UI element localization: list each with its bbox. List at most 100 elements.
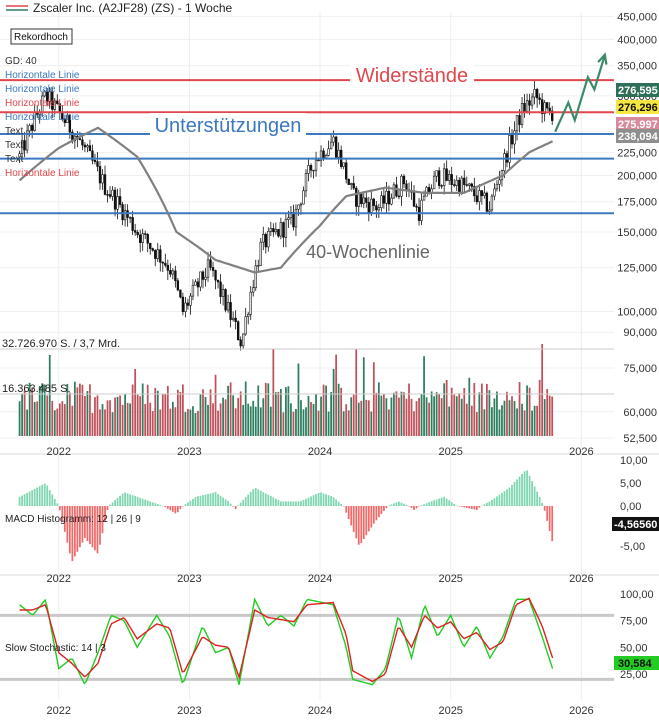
candle-body bbox=[226, 302, 230, 311]
macd-bar bbox=[247, 494, 250, 506]
y-tick-label: 450,000 bbox=[617, 11, 657, 23]
macd-bar bbox=[475, 506, 478, 510]
y-tick-label: 75,000 bbox=[623, 363, 657, 375]
candle-body bbox=[88, 145, 92, 152]
macd-bar bbox=[413, 506, 415, 510]
price-label-bg bbox=[616, 117, 659, 131]
macd-bar bbox=[164, 506, 167, 508]
volume-bar bbox=[51, 401, 54, 436]
candle-body bbox=[30, 125, 34, 131]
macd-bar bbox=[511, 484, 513, 506]
volume-bar bbox=[86, 390, 89, 436]
candle-body bbox=[219, 281, 222, 297]
macd-bar bbox=[340, 503, 343, 506]
macd-bar bbox=[398, 501, 400, 506]
macd-bar bbox=[385, 506, 388, 508]
volume-bar bbox=[297, 363, 300, 436]
candle-body bbox=[362, 197, 365, 205]
candle-body bbox=[86, 145, 89, 148]
volume-bar bbox=[96, 395, 99, 436]
volume-bar bbox=[46, 395, 49, 436]
volume-bar bbox=[506, 391, 508, 436]
volume-bar bbox=[274, 392, 277, 436]
volume-bar bbox=[398, 397, 400, 436]
candle-body bbox=[66, 114, 69, 123]
volume-bar bbox=[194, 412, 197, 436]
volume-bar bbox=[460, 398, 463, 436]
legend-item: Horizontale Linie bbox=[5, 168, 80, 179]
volume-bar bbox=[151, 411, 154, 436]
candle-body bbox=[136, 232, 139, 236]
volume-bar bbox=[184, 411, 187, 436]
candle-body bbox=[103, 174, 107, 195]
macd-bar bbox=[533, 486, 536, 506]
candle-body bbox=[159, 249, 162, 263]
candle-body bbox=[176, 280, 180, 291]
candle-body bbox=[405, 183, 408, 191]
macd-bar bbox=[415, 506, 418, 509]
volume-bar bbox=[141, 383, 144, 436]
macd-bar bbox=[174, 506, 177, 514]
macd-bar bbox=[94, 506, 96, 551]
candle-body bbox=[46, 91, 49, 102]
macd-bar bbox=[204, 494, 207, 506]
volume-bar bbox=[58, 403, 61, 436]
volume-bar bbox=[164, 394, 167, 436]
candle-body bbox=[141, 233, 144, 243]
candle-body bbox=[493, 188, 496, 197]
candle-body bbox=[395, 184, 398, 197]
volume-bar bbox=[257, 385, 260, 436]
macd-bar bbox=[506, 489, 508, 506]
candle-body bbox=[239, 339, 242, 347]
macd-bar bbox=[400, 502, 403, 506]
volume-bar bbox=[262, 398, 265, 436]
candle-body bbox=[149, 242, 152, 249]
candle-body bbox=[224, 289, 227, 311]
volume-bar bbox=[546, 389, 549, 436]
candle-body bbox=[422, 195, 426, 201]
macd-bar bbox=[362, 506, 365, 540]
candle-body bbox=[106, 194, 109, 196]
macd-bar bbox=[345, 506, 348, 513]
price-label: 275,997 bbox=[618, 119, 658, 131]
volume-bar bbox=[307, 395, 310, 436]
macd-bar bbox=[209, 493, 212, 506]
volume-bar bbox=[428, 402, 430, 436]
volume-bar bbox=[68, 392, 71, 436]
candle-body bbox=[20, 140, 24, 155]
volume-bar bbox=[187, 409, 189, 436]
candle-body bbox=[367, 202, 370, 213]
candle-body bbox=[204, 276, 207, 280]
macd-bar bbox=[493, 498, 496, 506]
x-tick-label: 2024 bbox=[308, 446, 332, 458]
macd-bar bbox=[259, 490, 262, 506]
volume-bar bbox=[503, 400, 506, 436]
macd-bar bbox=[73, 506, 76, 557]
macd-bar bbox=[68, 506, 71, 554]
volume-bar bbox=[154, 387, 157, 436]
x-tick-label: 2022 bbox=[47, 446, 71, 458]
y-tick-label: 52,500 bbox=[623, 433, 657, 445]
macd-bar bbox=[325, 494, 327, 506]
macd-bar bbox=[337, 501, 340, 506]
candle-body bbox=[372, 198, 376, 206]
macd-bar bbox=[355, 506, 358, 539]
candle-body bbox=[292, 212, 295, 228]
candle-body bbox=[510, 135, 514, 145]
macd-bar bbox=[548, 506, 551, 532]
macd-bar bbox=[518, 476, 521, 506]
macd-bar bbox=[310, 496, 312, 506]
price-label-bg bbox=[616, 100, 659, 114]
candle-body bbox=[68, 114, 72, 133]
volume-bar bbox=[531, 410, 533, 436]
price-label: 238,094 bbox=[618, 131, 659, 143]
volume-bar bbox=[410, 398, 413, 436]
macd-y-tick: 5,00 bbox=[620, 478, 641, 490]
macd-bar bbox=[440, 497, 443, 506]
candle-body bbox=[282, 222, 285, 238]
macd-bar bbox=[89, 506, 91, 545]
candle-body bbox=[448, 174, 451, 181]
macd-bar bbox=[192, 498, 194, 506]
candle-body bbox=[319, 150, 323, 161]
